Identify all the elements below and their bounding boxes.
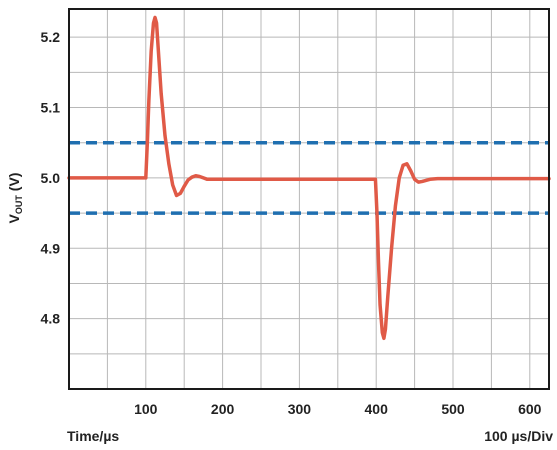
plot-area-border [68,8,550,390]
y-axis-label: VOUT (V) [6,173,24,224]
reference-lines [69,140,549,215]
grid [69,9,549,389]
y-tick-label: 5.1 [41,100,61,116]
y-axis-label-main: V [6,213,22,223]
x-tick-label: 300 [288,401,312,417]
x-axis-scale-label: 100 µs/Div [484,428,553,444]
x-tick-label: 400 [365,401,389,417]
series [67,15,551,341]
y-tick-label: 5.0 [41,170,61,186]
y-tick-label: 4.9 [41,240,61,256]
x-axis-ticks: 100 200 300 400 500 600 [134,401,542,417]
x-tick-label: 200 [211,401,235,417]
x-tick-label: 500 [441,401,465,417]
y-axis-ticks: 4.8 4.9 5.0 5.1 5.2 [41,29,61,326]
y-axis-label-unit: (V) [6,173,22,196]
series-line [67,15,551,341]
x-tick-label: 600 [518,401,542,417]
y-tick-label: 5.2 [41,29,61,45]
x-tick-label: 100 [134,401,158,417]
x-axis-label: Time/µs [67,428,120,444]
y-tick-label: 4.8 [41,311,61,327]
y-axis-label-subscript: OUT [14,195,24,215]
